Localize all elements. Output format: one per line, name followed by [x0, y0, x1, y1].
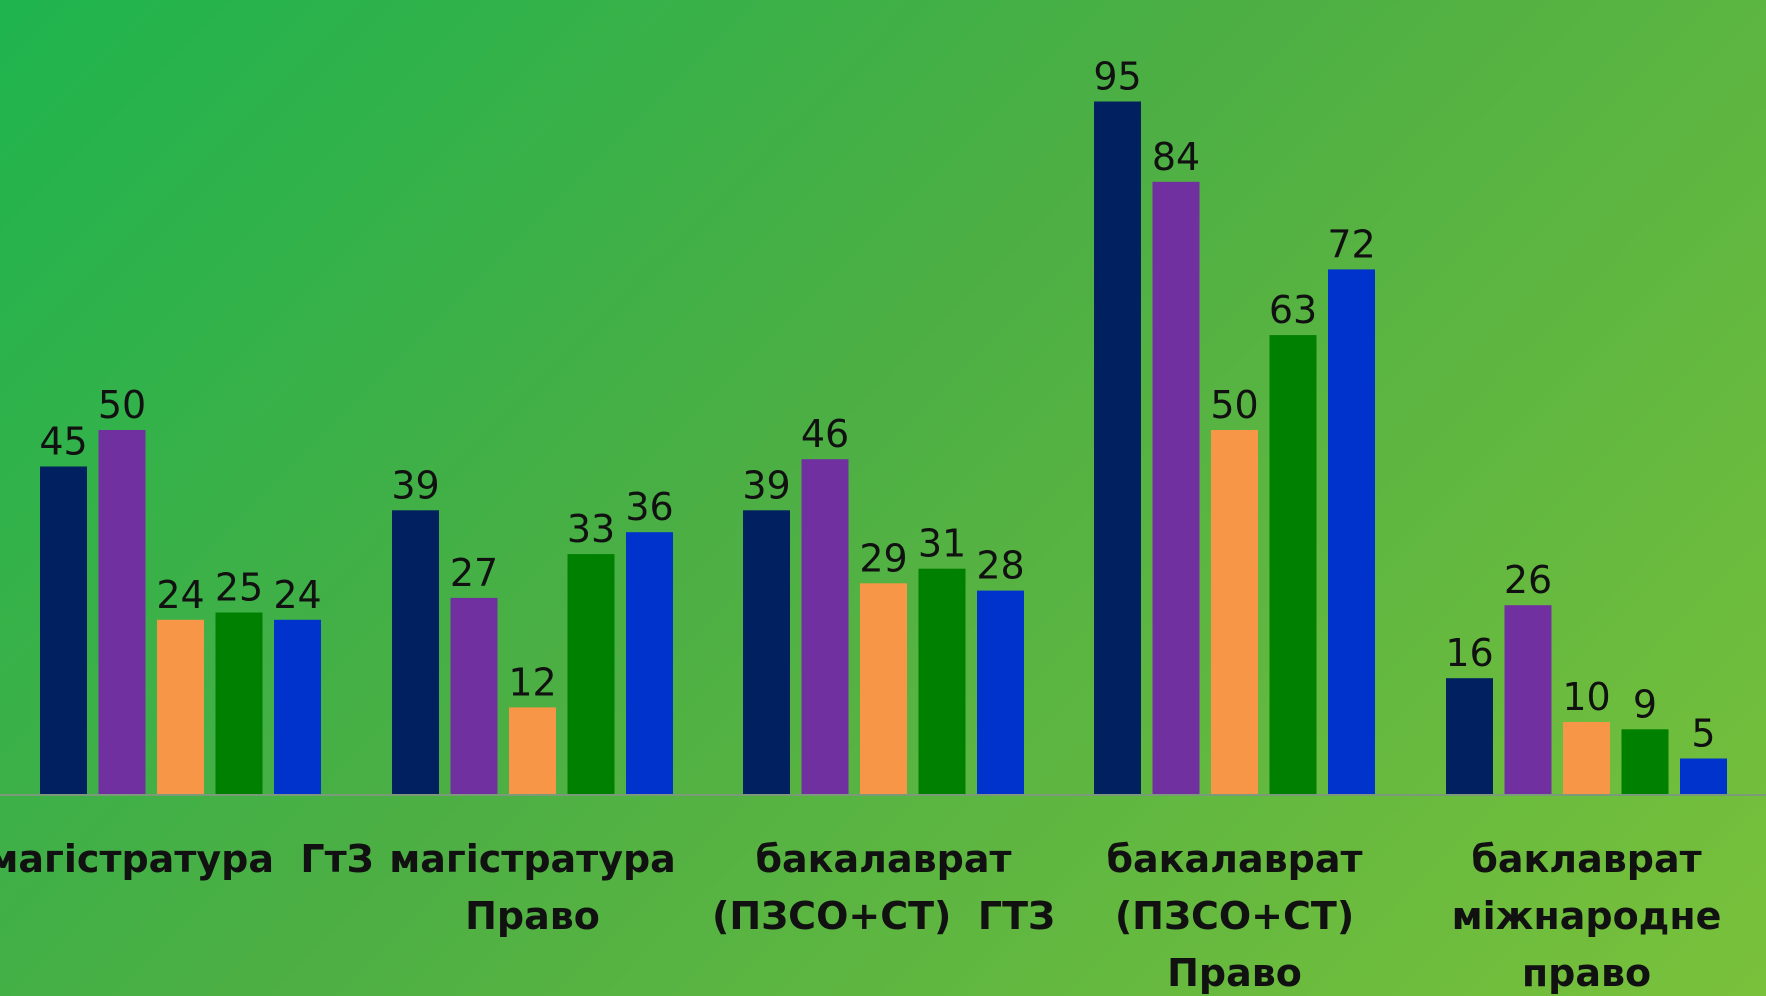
data-label: 39 — [391, 463, 439, 507]
data-label: 39 — [742, 463, 790, 507]
bar — [1504, 605, 1552, 795]
bar — [98, 430, 146, 795]
bar — [450, 597, 498, 795]
category-label: баклаврат — [1471, 837, 1701, 881]
bar — [274, 619, 321, 795]
bar — [1211, 430, 1258, 795]
data-label: 12 — [508, 660, 556, 704]
category-label: Право — [1167, 951, 1302, 995]
bar — [1328, 269, 1375, 795]
bar — [1621, 729, 1669, 795]
bar — [977, 590, 1024, 795]
category-label: (ПЗСО+СТ) ГТЗ — [712, 894, 1055, 938]
bar — [626, 532, 673, 795]
data-label: 27 — [450, 551, 498, 595]
bar — [918, 568, 966, 795]
bar — [392, 510, 439, 795]
data-label: 24 — [156, 573, 204, 617]
data-label: 50 — [98, 383, 146, 427]
data-label: 31 — [918, 522, 966, 566]
category-labels-layer: магістратура ГтЗ магістратура Право бакалав… — [0, 837, 1721, 995]
data-label: 25 — [215, 566, 263, 610]
data-label: 9 — [1633, 682, 1657, 726]
category-label: (ПЗСО+СТ) — [1115, 894, 1354, 938]
bar — [1094, 101, 1141, 795]
bar — [860, 583, 907, 795]
data-label: 50 — [1210, 383, 1258, 427]
category-label: міжнародне — [1452, 894, 1722, 938]
bar — [801, 459, 849, 795]
data-label: 95 — [1093, 55, 1141, 99]
data-label: 24 — [273, 573, 321, 617]
category-label: магістратура ГтЗ — [0, 837, 374, 881]
bar — [1446, 678, 1493, 795]
category-label: Право — [465, 894, 600, 938]
data-label: 33 — [567, 507, 615, 551]
data-label: 5 — [1691, 712, 1715, 756]
bar — [1269, 335, 1317, 795]
bar — [1680, 758, 1727, 795]
bar — [40, 466, 87, 795]
bar — [567, 554, 615, 795]
data-label: 36 — [625, 485, 673, 529]
data-label: 10 — [1562, 675, 1610, 719]
data-label: 46 — [801, 412, 849, 456]
bar — [1152, 181, 1200, 796]
data-label: 84 — [1152, 135, 1200, 179]
bar — [1563, 722, 1610, 795]
data-label: 63 — [1269, 288, 1317, 332]
category-label: бакалаврат — [1107, 837, 1363, 881]
data-label: 26 — [1504, 558, 1552, 602]
bar — [743, 510, 790, 795]
bar — [509, 707, 556, 795]
category-label: право — [1522, 951, 1651, 995]
bar — [157, 619, 204, 795]
data-label: 29 — [859, 536, 907, 580]
data-label: 16 — [1445, 631, 1493, 675]
data-label: 45 — [39, 420, 87, 464]
data-label: 28 — [976, 544, 1024, 588]
bar — [215, 612, 263, 795]
bars-layer — [40, 101, 1727, 796]
category-label: бакалаврат — [756, 837, 1012, 881]
data-label: 72 — [1327, 222, 1375, 266]
category-label: магістратура — [389, 837, 676, 881]
